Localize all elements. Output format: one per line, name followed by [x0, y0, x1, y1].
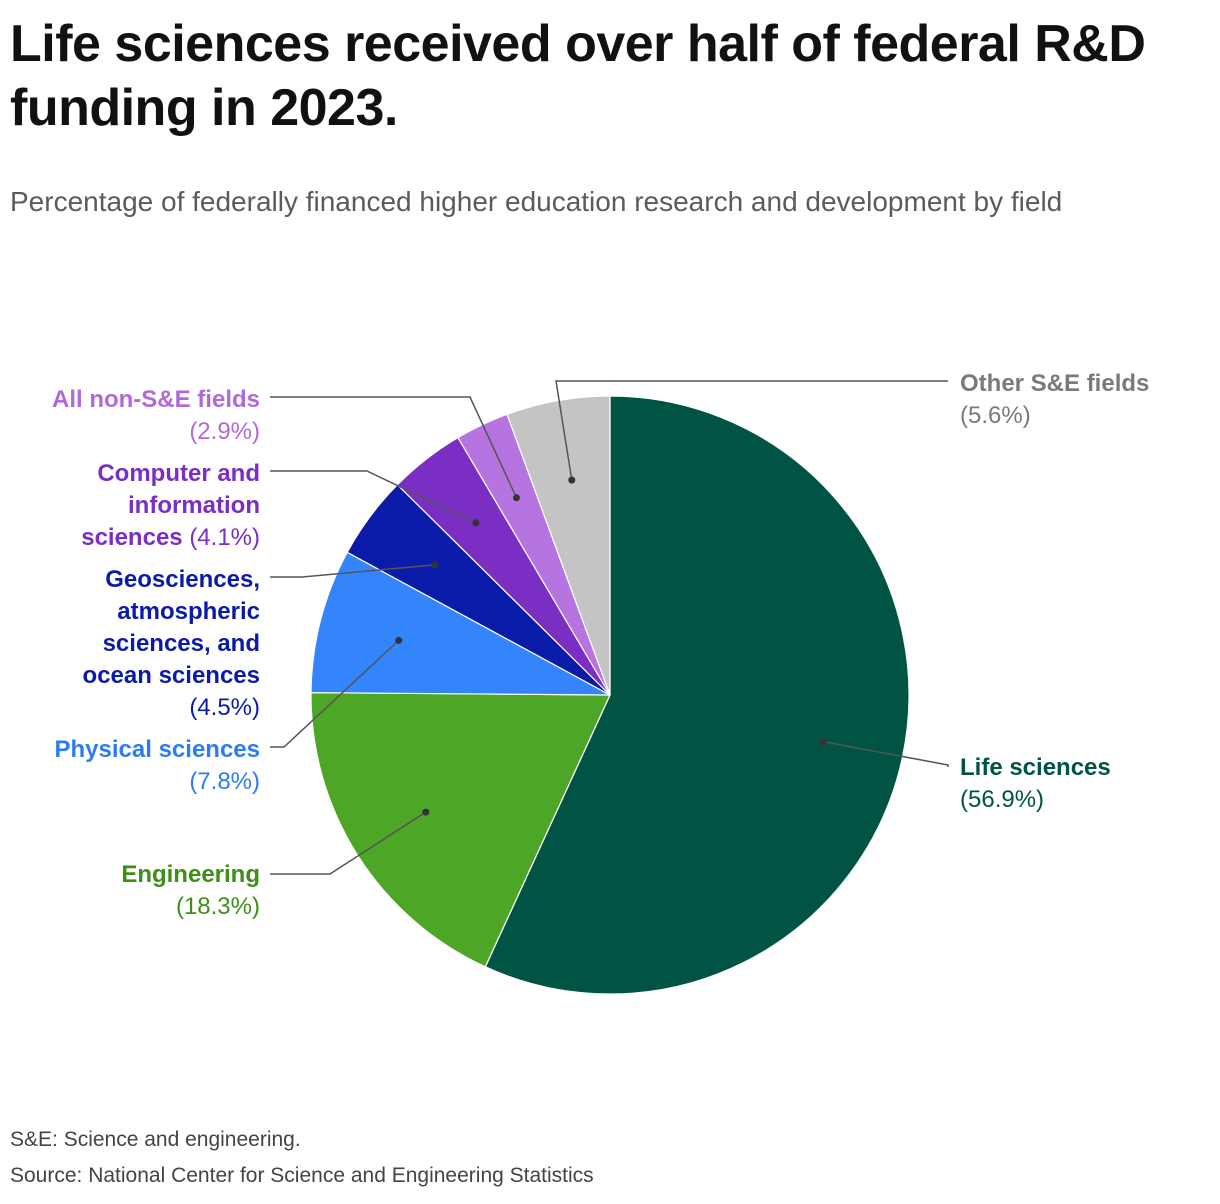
slice-label: Engineering (18.3%) — [121, 861, 260, 920]
slice-label: Geosciences, atmospheric sciences, and ocea… — [83, 566, 260, 721]
pie-slice-other-s-e-fields — [506, 395, 611, 696]
leader-dot — [472, 519, 480, 527]
leader-dot — [568, 476, 576, 484]
slice-label: Physical sciences (7.8%) — [55, 736, 260, 795]
pie-slice-physical-sciences — [310, 551, 611, 696]
leader-dot — [422, 808, 430, 816]
slice-label: Computer and information sciences (4.1%) — [81, 460, 260, 551]
leader-dot — [431, 561, 439, 569]
footnote-source: Source: National Center for Science and … — [10, 1164, 594, 1187]
leader-line — [270, 811, 427, 875]
leader-line — [270, 396, 518, 499]
leader-dot — [819, 738, 827, 746]
slice-label: All non-S&E fields (2.9%) — [52, 386, 260, 445]
pie-slice-life-sciences — [484, 395, 910, 995]
pie-slices — [310, 395, 910, 995]
footnote-note: S&E: Science and engineering. — [10, 1128, 301, 1151]
leader-line — [270, 470, 477, 524]
leader-line — [555, 380, 948, 481]
leader-line — [270, 639, 400, 748]
slice-label: Life sciences (56.9%) — [960, 754, 1111, 813]
chart-title: Life sciences received over half of fede… — [10, 15, 1146, 137]
leader-dot — [395, 636, 403, 644]
leader-line — [823, 740, 949, 767]
slice-label: Other S&E fields (5.6%) — [960, 370, 1149, 429]
slice-labels: Life sciences (56.9%) Engineering (18.3%) Ph… — [52, 370, 1149, 920]
leader-line — [270, 564, 435, 578]
chart-subtitle: Percentage of federally financed higher … — [10, 186, 1063, 217]
leader-dot — [513, 494, 520, 502]
leader-lines — [270, 380, 949, 875]
